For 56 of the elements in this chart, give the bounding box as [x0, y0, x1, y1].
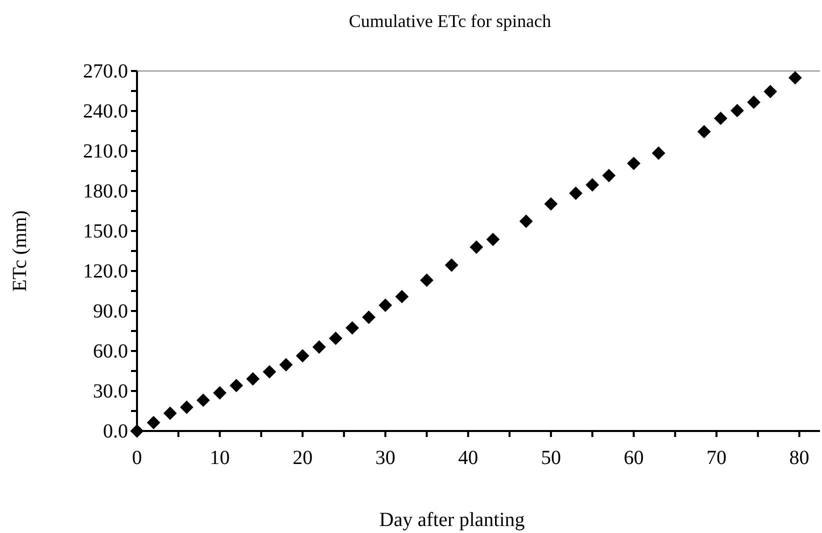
point [196, 393, 210, 407]
x-tick-label: 40 [458, 447, 478, 469]
point [627, 156, 640, 170]
point [730, 104, 744, 118]
point [230, 378, 244, 392]
y-tick-label: 180.0 [83, 180, 128, 202]
point [569, 186, 582, 200]
point [395, 290, 409, 304]
point [602, 168, 616, 182]
x-tick-label: 30 [375, 447, 396, 469]
point [328, 332, 342, 346]
point [146, 416, 160, 430]
point [788, 71, 802, 85]
point [420, 273, 434, 287]
x-tick-label: 20 [292, 447, 313, 469]
point [764, 84, 778, 98]
point [362, 310, 376, 324]
x-tick-label: 70 [706, 447, 727, 469]
point [470, 240, 484, 254]
y-tick-label: 60.0 [93, 340, 128, 362]
x-tick-label: 0 [132, 447, 142, 469]
y-tick-label: 150.0 [83, 220, 128, 242]
point [652, 146, 666, 160]
point [586, 178, 600, 192]
point [246, 372, 260, 386]
y-axis-title: ETc (mm) [9, 210, 31, 292]
point [747, 95, 760, 109]
x-axis-title: Day after planting [379, 509, 525, 531]
y-tick-label: 270.0 [83, 60, 128, 82]
x-tick-label: 50 [540, 447, 561, 469]
y-tick-label: 90.0 [93, 300, 128, 322]
y-tick-label: 210.0 [83, 140, 128, 162]
x-tick-label: 80 [789, 447, 810, 469]
point [180, 400, 194, 414]
point [486, 232, 500, 246]
y-tick-label: 240.0 [83, 100, 128, 122]
point [444, 258, 458, 272]
y-tick-label: 120.0 [83, 260, 128, 282]
point [697, 124, 711, 138]
point [279, 358, 293, 372]
y-tick-label: 0.0 [103, 420, 128, 442]
chart-title: Cumulative ETc for spinach [348, 11, 552, 31]
x-tick-label: 60 [624, 447, 644, 469]
point [262, 365, 276, 379]
point [346, 321, 359, 335]
point [519, 214, 533, 228]
point [130, 424, 144, 438]
point [312, 340, 326, 354]
y-tick-label: 30.0 [93, 380, 128, 402]
point [163, 406, 177, 420]
x-tick-label: 10 [210, 447, 230, 469]
point [213, 386, 226, 400]
point [714, 112, 728, 126]
point [296, 349, 310, 363]
point [544, 197, 558, 211]
point [378, 298, 392, 312]
